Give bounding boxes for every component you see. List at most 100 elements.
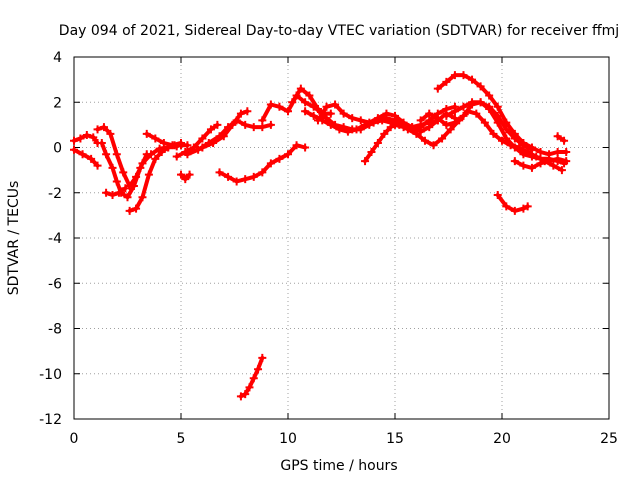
data-point (553, 148, 562, 157)
data-point (249, 123, 258, 132)
data-point (382, 109, 391, 118)
data-point (549, 161, 558, 170)
data-point (172, 152, 181, 161)
data-point (468, 75, 477, 84)
data-point (305, 91, 314, 100)
x-tick-label: 15 (386, 431, 404, 447)
data-point (493, 111, 502, 120)
data-point (442, 111, 451, 120)
data-point (343, 127, 352, 136)
data-point (480, 118, 489, 127)
data-point (138, 193, 147, 202)
tick-labels: 0 5 10 15 20 25 -12 -10 -8 -6 -4 -2 0 2 4 (39, 50, 618, 447)
data-point (361, 157, 370, 166)
series-t11 (198, 107, 252, 152)
x-tick-label: 20 (493, 431, 511, 447)
data-point (123, 193, 132, 202)
data-point (266, 159, 275, 168)
data-point (493, 102, 502, 111)
data-point (275, 102, 284, 111)
data-point (562, 157, 571, 166)
axis-ticks (73, 56, 610, 420)
data-point (144, 170, 153, 179)
data-point (553, 132, 562, 141)
series-t1 (70, 131, 102, 147)
data-point (89, 133, 98, 142)
data-point (519, 161, 528, 170)
series-trace (72, 147, 100, 168)
data-point (438, 134, 447, 143)
data-point (557, 166, 566, 175)
data-point (519, 204, 528, 213)
data-point (284, 107, 292, 116)
data-point (553, 154, 562, 163)
data-point (326, 109, 335, 118)
series-t7 (142, 129, 185, 150)
series-t26 (236, 353, 267, 401)
data-point (373, 138, 382, 147)
data-point (142, 150, 151, 159)
data-point (335, 125, 344, 134)
data-point (510, 134, 519, 143)
data-point (510, 143, 519, 152)
data-point (373, 114, 382, 123)
data-point (243, 107, 252, 116)
data-point (339, 109, 348, 118)
data-point (459, 111, 468, 120)
data-point (219, 132, 228, 141)
data-point (284, 150, 292, 159)
data-point (121, 184, 130, 193)
data-point (136, 163, 145, 172)
series-t22 (442, 98, 536, 154)
data-point (70, 136, 78, 145)
data-point (459, 102, 468, 111)
data-point (519, 141, 528, 150)
data-point (241, 390, 250, 399)
data-point (309, 111, 318, 120)
series-t23 (493, 191, 532, 215)
series-t12 (215, 141, 310, 186)
data-point (106, 129, 115, 138)
data-point (213, 120, 222, 129)
y-tick-label: -8 (48, 322, 62, 338)
data-point (258, 116, 267, 125)
data-point (249, 172, 258, 181)
data-point (326, 120, 335, 129)
data-point (313, 105, 322, 114)
data-point (412, 129, 421, 138)
data-point (510, 206, 519, 215)
data-point (228, 120, 237, 129)
data-point (352, 125, 361, 134)
data-point (365, 118, 374, 127)
data-point (527, 145, 536, 154)
data-point (536, 148, 545, 157)
data-point (446, 125, 455, 134)
data-point (468, 98, 477, 107)
data-point (288, 98, 297, 107)
data-point (433, 114, 442, 123)
data-point (245, 383, 254, 392)
data-point (185, 170, 194, 179)
data-point (519, 150, 528, 159)
data-point (292, 141, 301, 150)
data-point (301, 143, 310, 152)
series-t24 (510, 154, 571, 172)
data-point (476, 82, 485, 91)
data-point (132, 204, 141, 213)
data-point (545, 157, 554, 166)
data-point (266, 120, 275, 129)
data-marks (70, 71, 571, 401)
data-point (108, 163, 117, 172)
data-point (183, 150, 192, 159)
data-point (296, 84, 305, 93)
data-point (125, 206, 134, 215)
data-point (442, 77, 451, 86)
series-t9 (177, 170, 194, 184)
data-point (206, 125, 215, 134)
data-point (108, 191, 117, 200)
data-point (82, 131, 91, 140)
data-point (254, 365, 263, 374)
data-point (313, 116, 322, 125)
data-point (459, 71, 468, 80)
